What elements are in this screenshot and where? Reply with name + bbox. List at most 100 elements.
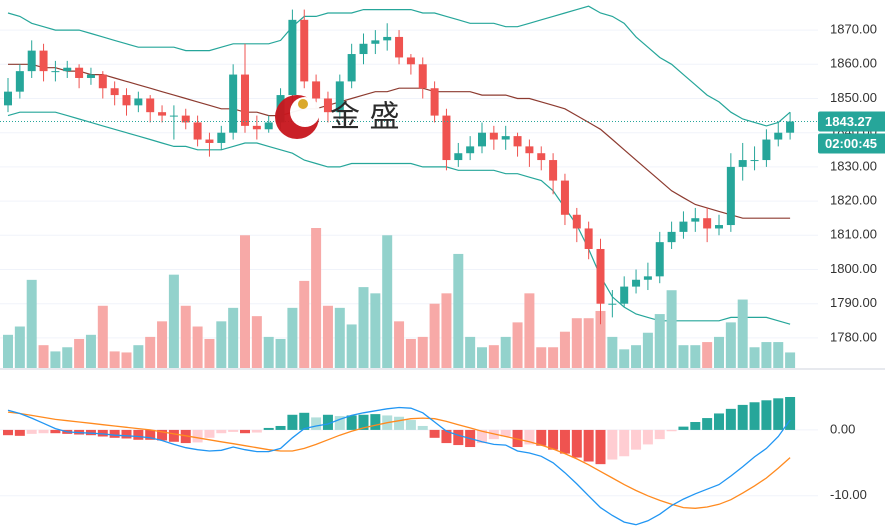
candle-body xyxy=(501,136,510,140)
y-tick-label: 1790.00 xyxy=(830,295,877,310)
macd-histogram-bar xyxy=(785,396,796,430)
middle-band xyxy=(8,63,791,219)
macd-histogram-bar xyxy=(50,429,61,434)
candle-body xyxy=(620,286,629,304)
candle-body xyxy=(750,160,759,162)
macd-histogram-bar xyxy=(311,417,322,430)
candle-body xyxy=(643,276,652,280)
candle-body xyxy=(525,146,534,154)
volume-bar xyxy=(441,293,452,368)
volume-bar xyxy=(168,274,179,368)
volume-bar xyxy=(548,347,559,368)
volume-bar xyxy=(299,280,310,368)
upper-band xyxy=(7,5,791,127)
last-price-label: 1843.27 xyxy=(825,114,872,129)
volume-bar xyxy=(145,336,156,368)
macd-histogram-bar xyxy=(595,429,606,465)
candle-body xyxy=(300,19,309,82)
candle-body xyxy=(98,74,107,89)
volume-bar xyxy=(346,324,357,368)
countdown-tag xyxy=(818,133,885,154)
macd-histogram-bar xyxy=(749,402,760,430)
macd-histogram-bar xyxy=(500,429,511,437)
macd-histogram-bar xyxy=(453,429,464,446)
macd-histogram-bar xyxy=(642,429,653,445)
candle-body xyxy=(158,112,167,116)
candle-body xyxy=(418,64,427,89)
macd-histogram-bar xyxy=(180,429,191,444)
volume-bar xyxy=(382,235,393,368)
volume-bar xyxy=(322,305,333,368)
candle-body xyxy=(264,122,273,130)
macd-histogram-bar xyxy=(583,429,594,462)
volume-bar xyxy=(216,321,227,368)
candle-body xyxy=(134,98,143,106)
y-tick-label: -10.00 xyxy=(830,487,867,502)
y-tick-label: 1850.00 xyxy=(830,90,877,105)
macd-histogram-bar xyxy=(121,429,132,439)
y-tick-label: 1870.00 xyxy=(830,22,877,37)
volume-bar xyxy=(263,336,274,368)
macd-histogram-bar xyxy=(417,425,428,430)
y-tick-label: 1880.00 xyxy=(830,0,877,2)
volume-bar xyxy=(180,305,191,368)
candle-body xyxy=(288,19,297,96)
macd-histogram-bar xyxy=(761,400,772,430)
macd-histogram-bar xyxy=(477,429,487,444)
volume-bar xyxy=(678,345,689,368)
volume-bar xyxy=(714,336,724,368)
candle-body xyxy=(335,81,344,113)
macd-histogram-bar xyxy=(228,429,239,432)
axis-background xyxy=(818,0,885,530)
volume-bar xyxy=(228,307,239,368)
y-tick-label: 1860.00 xyxy=(830,56,877,71)
macd-histogram-bar xyxy=(287,414,298,430)
macd-histogram-bar xyxy=(773,398,784,430)
volume xyxy=(3,228,796,368)
macd-histogram-bar xyxy=(204,429,215,438)
macd-histogram-bar xyxy=(275,425,286,430)
dif-line xyxy=(7,406,791,526)
candle-body xyxy=(655,242,664,277)
candle-body xyxy=(4,91,12,106)
candle-body xyxy=(86,74,95,78)
macd-histogram-bar xyxy=(536,429,547,446)
candle-body xyxy=(549,160,558,181)
volume-bar xyxy=(583,318,594,368)
volume-bar xyxy=(725,322,736,368)
macd-histogram-bar xyxy=(548,429,559,450)
volume-bar xyxy=(417,336,428,368)
axis: 1780.00 1790.00 1800.00 1810.00 1820.00 1830.… xyxy=(818,0,885,530)
candle-body xyxy=(51,71,60,73)
macd-histogram-bar xyxy=(429,429,440,438)
candle-body xyxy=(181,115,190,123)
candle-body xyxy=(608,303,617,305)
macd-histogram-bar xyxy=(14,429,25,436)
candle-body xyxy=(146,98,155,113)
macd-histogram-bar xyxy=(157,429,168,441)
macd-histogram-bar xyxy=(405,420,416,430)
macd-histogram-bar xyxy=(334,416,345,430)
macd-histogram-bar xyxy=(725,408,736,430)
volume-bar xyxy=(773,342,784,368)
macd-histogram-bar xyxy=(322,414,333,430)
candle-body xyxy=(383,36,392,41)
candle-body xyxy=(323,98,332,113)
volume-bar xyxy=(74,338,85,368)
volume-bar xyxy=(631,345,642,368)
volume-bar xyxy=(311,228,322,368)
macd-histogram-bar xyxy=(97,429,108,437)
macd-histogram-bar xyxy=(607,429,618,460)
candle-body xyxy=(371,40,380,44)
volume-bar xyxy=(500,336,511,368)
macd-histogram-bar xyxy=(702,418,713,430)
volume-bar xyxy=(251,316,262,368)
candle-body xyxy=(537,153,546,161)
volume-bar xyxy=(465,336,476,368)
macd-histogram-bar xyxy=(631,429,642,450)
volume-bar xyxy=(666,290,677,368)
candle-body xyxy=(169,115,178,117)
volume-bar xyxy=(121,352,132,368)
volume-bar xyxy=(275,338,286,368)
volume-bar xyxy=(749,347,760,368)
